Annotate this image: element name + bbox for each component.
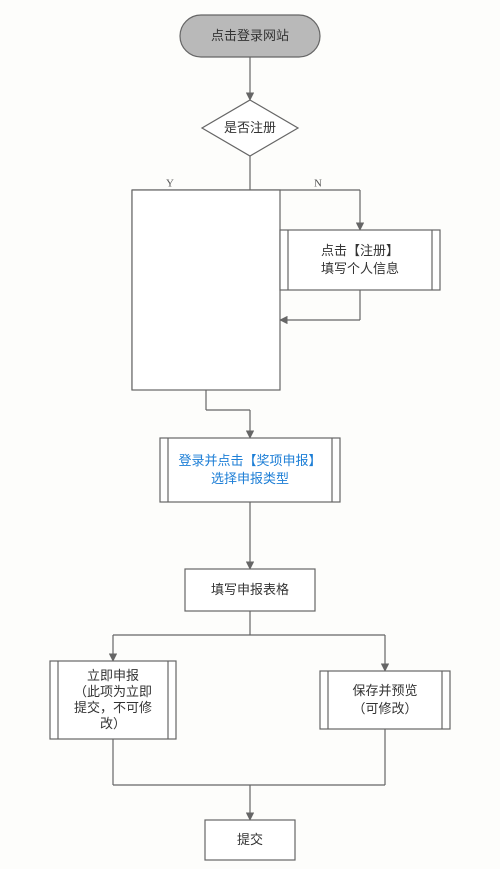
node-fillform: 填写申报表格 [185,569,315,611]
node-immediate-line1: 立即申报 [87,668,139,683]
node-login-line1: 登录并点击【奖项申报】 [178,453,321,468]
node-save-line2: （可修改） [352,701,417,716]
edge-label-yes: Y [166,178,174,190]
node-save-line1: 保存并预览 [352,683,417,698]
flowchart-canvas: Y N 点击登录网站 是否注册 点击【注册】 填写个人信息 登录并点击【奖项申报… [0,0,500,869]
edge-label-no: N [314,178,322,190]
node-start: 点击登录网站 [180,15,320,57]
node-submit: 提交 [205,820,295,860]
node-register-line2: 填写个人信息 [321,261,399,276]
node-register: 点击【注册】 填写个人信息 [280,230,440,290]
node-immediate: 立即申报 （此项为立即 提交，不可修 改） [50,661,176,739]
node-decision: 是否注册 [202,100,298,156]
node-decision-label: 是否注册 [224,120,276,135]
node-immediate-line4: 改） [100,716,126,731]
node-start-label: 点击登录网站 [211,28,289,43]
node-login: 登录并点击【奖项申报】 选择申报类型 [160,438,340,502]
node-login-line2: 选择申报类型 [211,471,289,486]
node-save: 保存并预览 （可修改） [320,671,450,729]
node-submit-label: 提交 [237,832,263,847]
node-register-line1: 点击【注册】 [321,243,399,258]
node-fillform-label: 填写申报表格 [211,582,289,597]
node-blank [132,190,280,390]
node-immediate-line2: （此项为立即 [74,684,152,699]
node-immediate-line3: 提交，不可修 [74,700,152,715]
